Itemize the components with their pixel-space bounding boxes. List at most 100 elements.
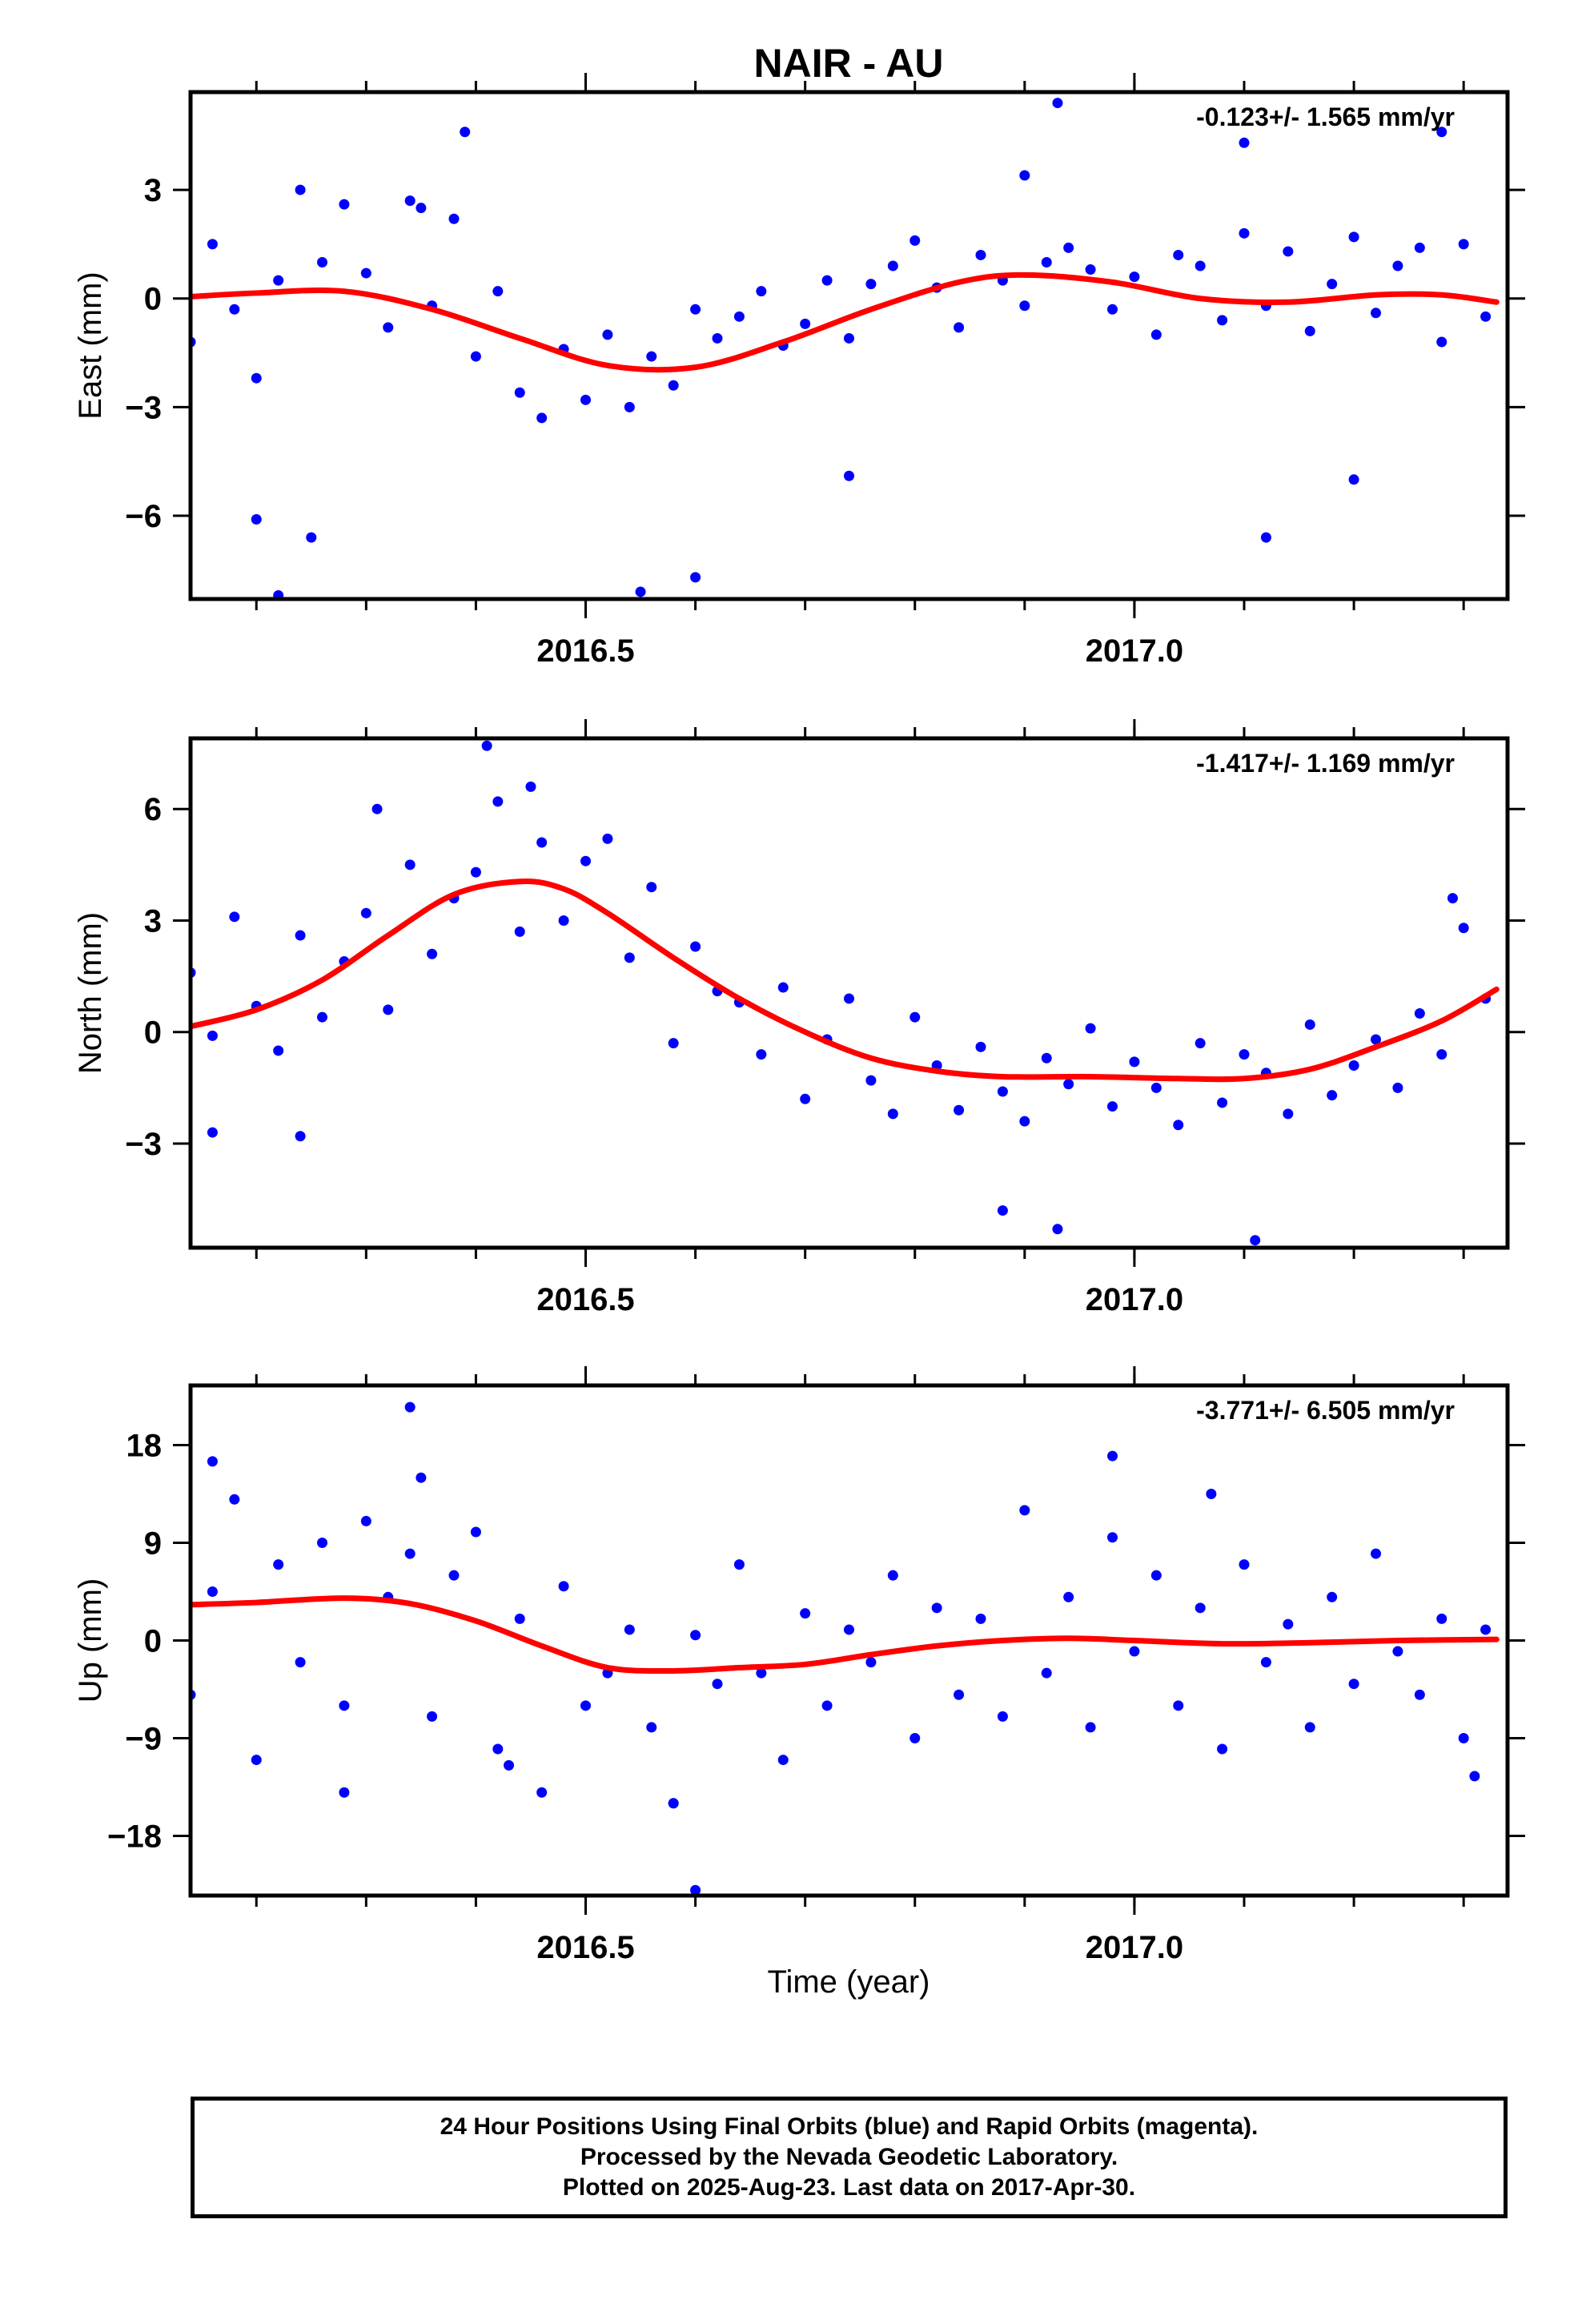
up-data-point — [404, 1548, 416, 1559]
up-data-point — [624, 1624, 635, 1635]
north-data-point — [492, 796, 504, 807]
east-data-point — [492, 286, 504, 297]
footer-box: 24 Hour Positions Using Final Orbits (bl… — [191, 2097, 1508, 2218]
up-y-tick-label: 0 — [144, 1624, 162, 1659]
north-rate-label: -1.417+/- 1.169 mm/yr — [1196, 749, 1455, 778]
up-data-point — [514, 1613, 525, 1624]
north-data-point — [777, 982, 789, 993]
east-points — [191, 98, 1492, 599]
up-data-point — [1469, 1771, 1480, 1782]
footer-line-2: Processed by the Nevada Geodetic Laborat… — [580, 2144, 1118, 2170]
north-panel: 2016.5 2017.0 6 3 0 −3 North (mm) -1.417+/- 1.1… — [73, 719, 1525, 1317]
north-data-point — [1150, 1082, 1162, 1093]
north-x-tick-label: 2017.0 — [1086, 1282, 1183, 1317]
up-data-point — [1239, 1559, 1250, 1570]
north-data-point — [690, 941, 701, 952]
east-data-point — [1436, 127, 1447, 138]
north-data-point — [844, 993, 854, 1004]
x-axis-label: Time (year) — [768, 1964, 930, 2000]
east-data-point — [821, 275, 833, 286]
east-data-point — [1414, 242, 1425, 253]
north-y-tick-label: 0 — [144, 1015, 162, 1051]
up-data-point — [339, 1787, 350, 1798]
up-panel: 2016.5 2017.0 18 9 0 −9 −18 Up (mm) -3.771+/- 6.… — [73, 1366, 1525, 1965]
up-data-point — [690, 1630, 701, 1641]
up-data-point — [536, 1787, 548, 1798]
east-data-point — [1239, 227, 1250, 239]
north-data-point — [800, 1093, 811, 1104]
east-data-point — [1150, 329, 1162, 340]
up-data-point — [1217, 1743, 1228, 1755]
east-data-point — [339, 199, 350, 210]
east-y-tick-label: −6 — [125, 499, 162, 534]
up-data-point — [909, 1732, 921, 1743]
east-data-point — [404, 195, 416, 207]
up-data-point — [821, 1700, 833, 1711]
up-data-point — [800, 1608, 811, 1619]
east-data-point — [470, 351, 481, 362]
east-data-point — [1348, 231, 1359, 243]
east-data-point — [624, 401, 635, 412]
east-x-tick-label: 2017.0 — [1086, 633, 1183, 669]
north-data-point — [1217, 1097, 1228, 1108]
east-data-point — [635, 586, 646, 597]
up-data-point — [1348, 1679, 1359, 1690]
east-panel: 2016.5 2017.0 3 0 −3 −6 East (mm) -0.123+/- 1.5… — [73, 73, 1525, 669]
north-data-point — [1283, 1108, 1294, 1120]
east-data-point — [1041, 257, 1052, 268]
east-data-point — [1052, 98, 1063, 109]
north-y-tick-label: 6 — [144, 792, 162, 827]
east-data-point — [1327, 279, 1338, 290]
east-data-point — [1480, 311, 1492, 322]
north-data-point — [295, 1131, 306, 1142]
east-data-point — [646, 351, 657, 362]
up-data-point — [470, 1526, 481, 1538]
north-data-point — [1173, 1120, 1184, 1131]
east-data-point — [580, 394, 591, 405]
footer-line-3: Plotted on 2025-Aug-23. Last data on 201… — [562, 2174, 1136, 2201]
up-data-point — [887, 1570, 898, 1581]
east-data-point — [1063, 242, 1074, 253]
up-data-point — [1371, 1548, 1381, 1559]
north-data-point — [1304, 1019, 1315, 1030]
north-data-point — [525, 781, 536, 792]
east-data-point — [800, 318, 811, 329]
north-data-point — [1063, 1079, 1074, 1090]
north-data-point — [207, 1030, 218, 1041]
figure-title: NAIR - AU — [753, 41, 943, 86]
east-data-point — [844, 332, 854, 344]
east-data-point — [975, 249, 986, 260]
north-frame — [188, 736, 1510, 1250]
up-data-point — [1206, 1489, 1217, 1500]
up-data-point — [668, 1798, 679, 1809]
east-data-point — [295, 184, 306, 195]
up-data-point — [251, 1755, 262, 1766]
up-data-point — [580, 1700, 591, 1711]
east-data-point — [1019, 300, 1030, 312]
north-data-point — [1019, 1116, 1030, 1127]
north-data-point — [207, 1127, 218, 1138]
east-data-point — [229, 304, 240, 315]
north-data-point — [1195, 1038, 1206, 1049]
east-data-point — [1129, 271, 1140, 283]
north-data-point — [481, 740, 492, 751]
north-data-point — [1239, 1049, 1250, 1060]
north-data-point — [1371, 1034, 1381, 1045]
east-data-point — [887, 260, 898, 271]
east-y-tick-label: −3 — [125, 390, 162, 425]
east-data-point — [273, 275, 284, 286]
north-data-point — [470, 866, 481, 878]
north-data-point — [273, 1045, 284, 1056]
north-data-point — [1250, 1235, 1261, 1246]
up-y-axis-label: Up (mm) — [73, 1578, 108, 1703]
up-frame — [188, 1383, 1510, 1898]
up-data-point — [229, 1494, 240, 1505]
east-y-tick-label: 0 — [144, 282, 162, 317]
east-data-point — [1371, 308, 1381, 319]
east-data-point — [1107, 304, 1118, 315]
east-data-point — [317, 257, 327, 268]
up-data-point — [756, 1667, 767, 1679]
north-data-point — [580, 855, 591, 866]
east-data-point — [1348, 474, 1359, 485]
